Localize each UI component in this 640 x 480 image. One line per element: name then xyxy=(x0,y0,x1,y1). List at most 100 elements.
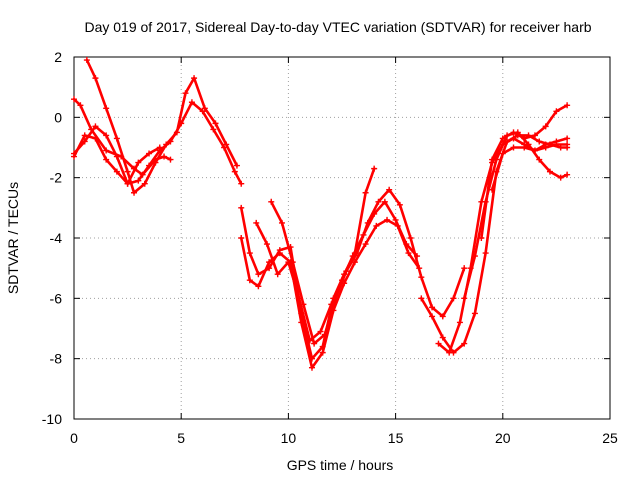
data-point xyxy=(274,271,281,278)
data-point xyxy=(103,156,110,163)
data-point xyxy=(135,177,142,184)
data-point xyxy=(461,340,468,347)
data-point xyxy=(238,204,245,211)
data-point xyxy=(375,198,382,205)
data-point xyxy=(81,132,88,139)
data-point xyxy=(510,129,517,136)
data-point xyxy=(278,219,285,226)
data-point xyxy=(429,313,436,320)
data-point xyxy=(531,147,538,154)
data-point xyxy=(510,135,517,142)
data-point xyxy=(531,132,538,139)
data-point xyxy=(306,337,313,344)
data-point xyxy=(135,159,142,166)
data-point xyxy=(319,349,326,356)
data-point xyxy=(191,75,198,82)
data-point xyxy=(103,132,110,139)
data-point xyxy=(223,141,230,148)
data-point xyxy=(103,147,110,154)
data-point xyxy=(77,102,84,109)
data-point xyxy=(156,144,163,151)
x-axis-label: GPS time / hours xyxy=(287,457,394,473)
data-point xyxy=(253,219,260,226)
data-point xyxy=(446,349,453,356)
data-point xyxy=(255,271,262,278)
x-tick-label: 0 xyxy=(70,430,78,446)
data-point xyxy=(542,123,549,130)
data-point xyxy=(266,259,273,266)
data-point xyxy=(407,235,414,241)
data-point xyxy=(201,105,208,112)
data-point xyxy=(364,219,371,226)
data-point xyxy=(542,141,549,148)
data-point xyxy=(564,135,571,142)
data-point xyxy=(233,162,240,169)
data-point xyxy=(381,198,388,205)
data-point xyxy=(546,168,553,175)
data-point xyxy=(343,268,350,275)
data-point xyxy=(71,153,77,160)
data-point xyxy=(131,189,138,196)
data-point xyxy=(553,138,560,145)
data-point xyxy=(362,189,369,196)
y-tick-label: -2 xyxy=(50,170,63,186)
data-point xyxy=(564,141,571,148)
series-trace-7 xyxy=(253,198,421,344)
data-point xyxy=(92,123,99,130)
data-point xyxy=(163,141,170,148)
data-point xyxy=(456,319,463,326)
data-point xyxy=(489,186,496,193)
data-point xyxy=(392,216,399,223)
data-point xyxy=(525,141,532,148)
data-point xyxy=(238,235,245,241)
data-point xyxy=(152,156,159,163)
data-point xyxy=(199,108,206,115)
data-point xyxy=(536,156,543,163)
series-trace-11 xyxy=(461,129,571,302)
data-point xyxy=(161,153,168,160)
data-point xyxy=(429,304,436,311)
data-point xyxy=(231,168,238,175)
data-point xyxy=(103,105,110,112)
x-tick-label: 10 xyxy=(281,430,297,446)
data-point xyxy=(238,180,245,187)
data-point xyxy=(167,156,174,163)
grid-lines xyxy=(74,57,610,419)
data-point xyxy=(276,250,283,257)
y-tick-label: -4 xyxy=(50,230,63,246)
data-point xyxy=(521,144,528,151)
data-point xyxy=(418,274,425,281)
data-point xyxy=(510,144,517,151)
data-point xyxy=(439,313,446,320)
data-point xyxy=(478,235,485,241)
data-point xyxy=(373,222,380,229)
y-tick-label: 0 xyxy=(54,109,62,125)
data-point xyxy=(396,201,403,208)
data-point xyxy=(298,319,305,326)
data-point xyxy=(71,96,77,103)
data-point xyxy=(141,180,148,187)
data-point xyxy=(321,331,328,338)
data-point xyxy=(471,253,478,260)
data-point xyxy=(221,144,228,151)
data-point xyxy=(317,328,324,335)
data-point xyxy=(461,295,468,302)
data-point xyxy=(439,334,446,341)
y-tick-label: -6 xyxy=(50,290,63,306)
data-point xyxy=(450,295,457,302)
data-point xyxy=(553,108,560,115)
data-point xyxy=(88,126,95,133)
data-point xyxy=(289,259,296,266)
y-tick-label: 2 xyxy=(54,49,62,65)
data-point xyxy=(557,174,564,181)
series-trace-13 xyxy=(489,135,571,193)
series-trace-6 xyxy=(238,216,423,371)
data-point xyxy=(403,241,410,248)
data-point xyxy=(418,295,425,302)
y-tick-label: -10 xyxy=(42,411,62,427)
x-tick-label: 5 xyxy=(177,430,185,446)
data-point xyxy=(131,165,138,172)
chart-title: Day 019 of 2017, Sidereal Day-to-day VTE… xyxy=(84,19,591,35)
data-point xyxy=(311,340,318,347)
data-point xyxy=(308,364,315,371)
